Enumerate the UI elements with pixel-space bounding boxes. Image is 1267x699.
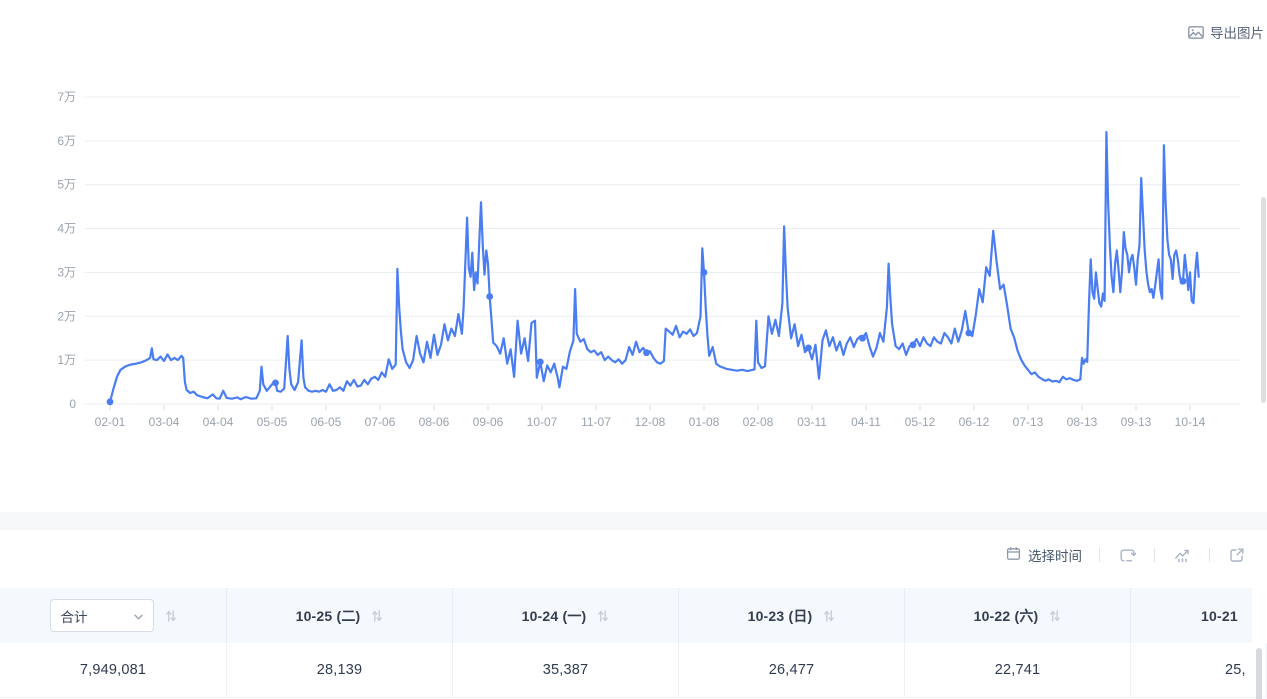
table-card: 选择时间 xyxy=(0,530,1267,699)
data-point-marker xyxy=(486,293,494,300)
x-axis-label: 10-14 xyxy=(1175,415,1206,429)
data-point-marker xyxy=(859,334,866,342)
calendar-icon xyxy=(1006,546,1021,564)
table-scrollbar-thumb[interactable] xyxy=(1256,648,1262,699)
sort-icon[interactable] xyxy=(823,609,835,623)
table-cell: 35,387 xyxy=(453,643,679,697)
x-axis-label: 03-11 xyxy=(797,415,827,429)
toolbar-divider xyxy=(1099,548,1100,562)
x-axis-label: 07-13 xyxy=(1013,415,1044,429)
x-axis-label: 06-05 xyxy=(311,415,342,429)
header-cell-date: 10-24 (一) xyxy=(453,588,679,643)
y-axis-label: 7万 xyxy=(57,90,76,104)
header-cell-total: 合计 xyxy=(0,588,227,643)
table-header-row: 合计 10-25 (二) xyxy=(0,588,1267,643)
sort-icon[interactable] xyxy=(597,609,609,623)
x-axis-label: 03-04 xyxy=(149,415,180,429)
table-cell-clipped: 25, xyxy=(1131,643,1267,697)
x-axis-label: 12-08 xyxy=(635,415,666,429)
data-point-marker xyxy=(1179,277,1187,285)
export-image-button[interactable]: 导出图片 xyxy=(1188,22,1264,42)
page-scrollbar-thumb[interactable] xyxy=(1261,197,1266,403)
y-axis-label: 6万 xyxy=(57,134,76,148)
table-cell: 26,477 xyxy=(679,643,905,697)
x-axis-label: 07-06 xyxy=(365,415,396,429)
x-axis-label: 02-01 xyxy=(95,415,126,429)
data-point-marker xyxy=(106,398,114,406)
select-time-button[interactable]: 选择时间 xyxy=(1006,545,1082,565)
y-axis-label: 4万 xyxy=(57,222,76,236)
data-point-marker xyxy=(909,341,917,349)
x-axis-label: 04-04 xyxy=(203,415,234,429)
x-axis-label: 02-08 xyxy=(743,415,774,429)
table-scrollbar-track xyxy=(1252,588,1267,643)
x-axis-label: 11-07 xyxy=(581,415,611,429)
data-point-marker xyxy=(805,344,812,352)
export-image-label: 导出图片 xyxy=(1210,26,1264,41)
data-point-marker xyxy=(965,329,973,337)
image-icon xyxy=(1188,25,1204,39)
section-divider-band xyxy=(0,512,1267,530)
trend-chart-icon[interactable] xyxy=(1172,545,1192,565)
x-axis-label: 01-08 xyxy=(689,415,720,429)
data-point-marker xyxy=(536,358,544,366)
y-axis-label: 2万 xyxy=(57,309,76,323)
swap-axes-icon[interactable] xyxy=(1117,545,1137,565)
total-selector-value: 合计 xyxy=(60,609,88,625)
y-axis-label: 0 xyxy=(69,397,76,411)
x-axis-label: 08-06 xyxy=(419,415,450,429)
table-cell: 28,139 xyxy=(227,643,453,697)
x-axis-label: 05-12 xyxy=(905,415,936,429)
toolbar-divider xyxy=(1154,548,1155,562)
sort-icon[interactable] xyxy=(165,609,177,623)
sort-icon[interactable] xyxy=(371,609,383,623)
line-chart-svg[interactable]: 0 1万 2万 3万 4万 5万 6万 7万 02-01 03-04 04-04 05-05 06-05… xyxy=(0,0,1267,512)
caret-down-icon xyxy=(133,607,143,625)
table-cell-total: 7,949,081 xyxy=(0,643,227,697)
header-cell-date: 10-25 (二) xyxy=(227,588,453,643)
data-point-marker xyxy=(700,269,708,276)
x-axis-label: 10-07 xyxy=(527,415,558,429)
header-cell-date: 10-22 (六) xyxy=(905,588,1131,643)
x-axis-label: 09-06 xyxy=(473,415,504,429)
chart-card: 0 1万 2万 3万 4万 5万 6万 7万 02-01 03-04 04-04 05-05 06-05… xyxy=(0,0,1267,512)
total-selector[interactable]: 合计 xyxy=(49,599,154,632)
toolbar-divider xyxy=(1209,548,1210,562)
table-cell: 22,741 xyxy=(905,643,1131,697)
data-point-marker xyxy=(272,379,279,387)
x-axis-label: 05-05 xyxy=(257,415,288,429)
header-cell-date-clipped: 10-21 xyxy=(1201,607,1238,624)
open-in-new-icon[interactable] xyxy=(1227,545,1247,565)
x-axis-label: 04-11 xyxy=(851,415,881,429)
sort-icon[interactable] xyxy=(1049,609,1061,623)
x-axis-label: 06-12 xyxy=(959,415,990,429)
x-axis-label: 08-13 xyxy=(1067,415,1098,429)
line-series xyxy=(108,131,1200,403)
x-axis-label: 09-13 xyxy=(1121,415,1152,429)
y-axis-label: 1万 xyxy=(57,353,76,367)
y-axis-label: 5万 xyxy=(57,178,76,192)
table-toolbar: 选择时间 xyxy=(1006,545,1247,565)
table-row: 7,949,081 28,139 35,387 26,477 22,741 25… xyxy=(0,643,1267,698)
select-time-label: 选择时间 xyxy=(1028,549,1082,564)
data-point-marker xyxy=(643,349,650,357)
y-axis-label: 3万 xyxy=(57,265,76,279)
header-cell-date: 10-23 (日) xyxy=(679,588,905,643)
